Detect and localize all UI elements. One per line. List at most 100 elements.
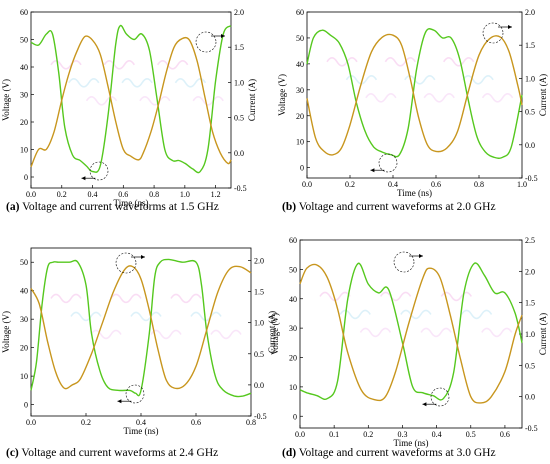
y2-axis-label: Current (A): [267, 311, 277, 353]
subplot-caption: (b) Voltage and current waveforms at 2.0…: [282, 201, 496, 213]
y2-tick-label: 2.5: [525, 236, 535, 245]
x-tick-label: 0.3: [397, 430, 407, 439]
x-tick-label: 0.0: [295, 430, 305, 439]
chart-4: 0.0 0.1 0.2 0.3 0.4 0.5 0.6 0 10 20 30 40 50 60 -0.5 0.…: [270, 236, 548, 459]
chart-3: 0.0 0.2 0.4 0.6 0.8 0 10 20 30 40 50 -0.5 0.0 0.5 1.0 1…: [1, 247, 277, 459]
x-tick-label: 0.0: [302, 180, 312, 189]
watermark-stroke: [139, 96, 171, 106]
y-tick-label: 0: [24, 173, 28, 182]
y-tick-label: 50: [20, 36, 28, 45]
x-tick-label: 1.2: [211, 190, 221, 199]
watermark-stroke: [170, 293, 202, 304]
caption-text: Voltage and current waveforms at 2.0 GHz: [296, 201, 496, 213]
annotation-circle: [393, 251, 415, 273]
y-tick-label: 0: [24, 401, 28, 410]
current-series-line: [30, 265, 252, 390]
y2-tick-label: 1.0: [234, 78, 244, 87]
annotation-circle: [195, 31, 217, 53]
y-tick-label: 30: [296, 86, 304, 95]
annotation-arrowhead: [117, 399, 122, 404]
watermark-stroke: [130, 311, 162, 322]
x-tick-label: 0.2: [345, 180, 355, 189]
y-tick-label: 20: [20, 344, 28, 353]
x-tick-label: 1.0: [517, 180, 527, 189]
watermark-stroke: [339, 309, 371, 320]
y-tick-label: 20: [296, 112, 304, 121]
watermark-stroke: [110, 293, 142, 304]
y-axis-label: Voltage (V): [270, 313, 280, 355]
current-series-line: [299, 263, 523, 404]
annotation-circle: [378, 153, 398, 173]
y-tick-label: 10: [20, 372, 28, 381]
watermark-stroke: [379, 291, 412, 302]
caption-label: (d): [282, 447, 296, 459]
watermark-stroke: [460, 309, 493, 320]
annotation-arrowhead: [221, 34, 225, 38]
caption-label: (b): [282, 201, 296, 213]
y-tick-label: 40: [20, 63, 28, 72]
x-axis-label: Time (ns): [114, 198, 149, 208]
annotation-arrowhead: [422, 402, 427, 407]
x-tick-label: 0.4: [88, 190, 98, 199]
y-axis-label: Voltage (V): [1, 79, 11, 121]
y-axis-label: Voltage (V): [277, 74, 287, 116]
y-tick-label: 10: [289, 383, 297, 392]
x-tick-label: 0.0: [26, 418, 36, 427]
x-axis-label: Time (ns): [397, 188, 432, 198]
y2-tick-label: 0.5: [525, 361, 535, 370]
watermark-stroke: [440, 291, 473, 302]
y-tick-label: 50: [289, 265, 297, 274]
watermark-squiggles: [50, 60, 224, 106]
watermark-stroke: [365, 93, 397, 103]
y2-tick-label: 1.5: [525, 299, 535, 308]
watermark-stroke: [85, 96, 118, 106]
voltage-series-line: [30, 258, 252, 398]
y2-tick-label: 1.5: [525, 41, 535, 50]
annotation-arrowhead: [81, 176, 86, 181]
watermark-stroke: [481, 93, 514, 103]
watermark-stroke: [420, 327, 452, 338]
x-tick-label: 0.6: [431, 180, 441, 189]
caption-label: (c): [6, 447, 19, 459]
x-tick-label: 0.2: [363, 430, 373, 439]
watermark-stroke: [481, 327, 513, 338]
annotation-arrowhead: [419, 254, 423, 258]
y2-tick-label: 0.5: [525, 108, 535, 117]
caption-text: Voltage and current waveforms at 3.0 GHz: [296, 447, 496, 459]
annotation-circle: [482, 22, 504, 44]
watermark-stroke: [50, 293, 82, 304]
y-tick-label: 30: [20, 315, 28, 324]
y-tick-label: 0: [293, 412, 297, 421]
subplot-caption: (d) Voltage and current waveforms at 3.0…: [282, 447, 496, 459]
watermark-stroke: [462, 75, 494, 85]
chart-1: 0.0 0.2 0.4 0.6 0.8 1.0 1.2 0 10 20 30 40 50 60 -0.5 0.…: [1, 8, 257, 213]
x-tick-label: 0.8: [149, 190, 159, 199]
voltage-series-line: [306, 28, 523, 159]
y-tick-label: 30: [20, 91, 28, 100]
y2-tick-label: 2.0: [234, 8, 244, 17]
y-tick-label: 20: [20, 118, 28, 127]
annotation-circle: [115, 252, 137, 274]
y-tick-label: 10: [296, 138, 304, 147]
annotation-circle: [430, 387, 450, 407]
watermark-squiggles: [319, 291, 513, 338]
x-tick-label: 0.2: [81, 418, 91, 427]
watermark-stroke: [210, 329, 242, 340]
y-tick-label: 60: [20, 8, 28, 17]
y2-tick-label: 1.5: [254, 288, 264, 297]
watermark-stroke: [156, 60, 189, 70]
watermark-stroke: [384, 57, 417, 67]
watermark-stroke: [400, 309, 432, 320]
x-tick-label: 0.4: [136, 418, 146, 427]
x-tick-label: 0.6: [118, 190, 128, 199]
x-tick-label: 0.8: [474, 180, 484, 189]
y2-tick-label: 2.0: [254, 256, 264, 265]
caption-label: (a): [6, 201, 20, 213]
y2-tick-label: 0.0: [525, 141, 535, 150]
y2-tick-label: 1.0: [254, 319, 264, 328]
y2-tick-label: 1.0: [525, 330, 535, 339]
voltage-series-line: [299, 262, 523, 401]
annotation-circle: [89, 161, 109, 181]
x-tick-label: 0.2: [57, 190, 67, 199]
